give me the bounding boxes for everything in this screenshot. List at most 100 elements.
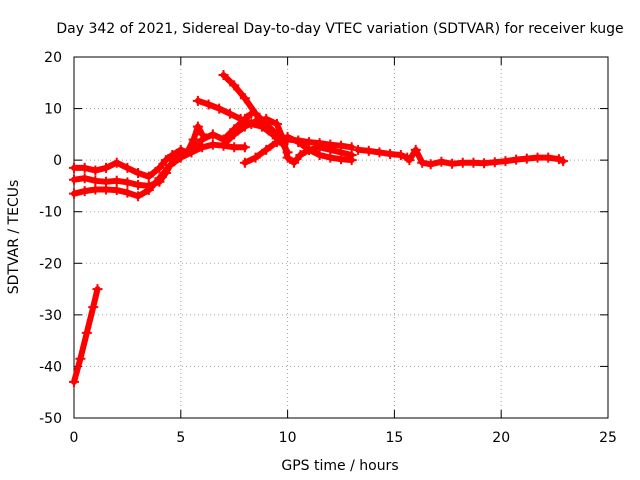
x-tick-label: 10: [279, 430, 297, 446]
data-point: [457, 157, 468, 168]
series-track-4: [69, 121, 208, 182]
data-point: [239, 121, 250, 132]
data-point: [436, 156, 447, 167]
data-point: [500, 156, 511, 167]
data-point: [214, 103, 225, 114]
series-line: [71, 110, 255, 189]
data-point: [122, 177, 133, 188]
x-tick-label: 15: [385, 430, 403, 446]
data-point: [395, 149, 406, 160]
data-point: [261, 144, 272, 155]
data-point: [79, 162, 90, 173]
data-point: [293, 137, 304, 148]
data-point: [532, 152, 543, 163]
data-point: [207, 129, 218, 140]
data-point: [363, 145, 374, 156]
data-point: [90, 175, 101, 186]
y-tick-label: -30: [39, 308, 62, 324]
data-point: [182, 147, 193, 158]
data-point: [92, 284, 103, 295]
data-point: [250, 152, 261, 163]
data-point: [133, 191, 144, 202]
series-track-10: [404, 144, 569, 170]
y-tick-label: -20: [39, 256, 62, 272]
data-point: [303, 144, 314, 155]
y-axis: -50 -40 -30 -20 -10 0 10 20: [39, 50, 608, 427]
data-point: [165, 160, 176, 171]
data-point: [447, 158, 458, 169]
data-point: [101, 176, 112, 187]
data-point: [203, 99, 214, 110]
data-point: [90, 184, 101, 195]
series-line: [71, 123, 206, 180]
data-point: [239, 157, 250, 168]
data-point: [160, 168, 171, 179]
plot-frame: [73, 56, 609, 419]
data-point: [192, 121, 203, 132]
data-point: [385, 148, 396, 159]
data-point: [143, 171, 154, 182]
data-point: [235, 113, 246, 124]
data-point: [224, 108, 235, 119]
data-point: [353, 144, 364, 155]
data-point: [122, 187, 133, 198]
series-track-1: [69, 284, 103, 387]
data-point: [207, 139, 218, 150]
data-point: [88, 302, 99, 313]
data-points: [69, 70, 569, 387]
data-point: [218, 139, 229, 150]
data-point: [314, 142, 325, 153]
data-point: [404, 155, 415, 166]
data-point: [229, 142, 240, 153]
data-point: [425, 159, 436, 170]
y-tick-label: 10: [44, 102, 62, 118]
data-point: [143, 180, 154, 191]
data-point: [325, 144, 336, 155]
data-point: [111, 185, 122, 196]
data-point: [154, 162, 165, 173]
data-point: [188, 134, 199, 145]
data-point: [511, 154, 522, 165]
data-point: [90, 165, 101, 176]
data-point: [239, 142, 250, 153]
data-point: [175, 144, 186, 155]
data-point: [197, 129, 208, 140]
data-point: [468, 157, 479, 168]
y-tick-label: 0: [53, 153, 62, 169]
data-point: [167, 149, 178, 160]
data-point: [289, 157, 300, 168]
data-point: [192, 95, 203, 106]
data-point: [154, 176, 165, 187]
data-point: [295, 149, 306, 160]
data-point: [69, 162, 79, 173]
data-point: [79, 173, 90, 184]
data-point: [278, 134, 289, 145]
data-point: [271, 119, 282, 130]
data-point: [250, 116, 261, 127]
data-point: [543, 152, 554, 163]
data-point: [229, 80, 240, 91]
grid: [74, 57, 608, 418]
data-point: [336, 147, 346, 158]
data-point: [69, 376, 79, 387]
data-point: [229, 129, 240, 140]
x-tick-label: 25: [599, 430, 617, 446]
data-point: [489, 157, 500, 168]
y-tick-label: 20: [44, 50, 62, 66]
x-axis: 0 5 10 15 20 25: [70, 57, 617, 446]
x-tick-label: 5: [176, 430, 185, 446]
data-point: [69, 188, 79, 199]
data-point: [81, 327, 92, 338]
data-point: [218, 70, 229, 81]
data-point: [558, 156, 569, 167]
y-tick-label: -50: [39, 411, 62, 427]
y-tick-label: -10: [39, 205, 62, 221]
series-track-8: [218, 113, 357, 168]
data-point: [160, 155, 171, 166]
data-point: [75, 353, 86, 364]
data-point: [271, 137, 282, 148]
x-tick-label: 20: [492, 430, 510, 446]
data-point: [101, 162, 112, 173]
y-tick-label: -40: [39, 359, 62, 375]
